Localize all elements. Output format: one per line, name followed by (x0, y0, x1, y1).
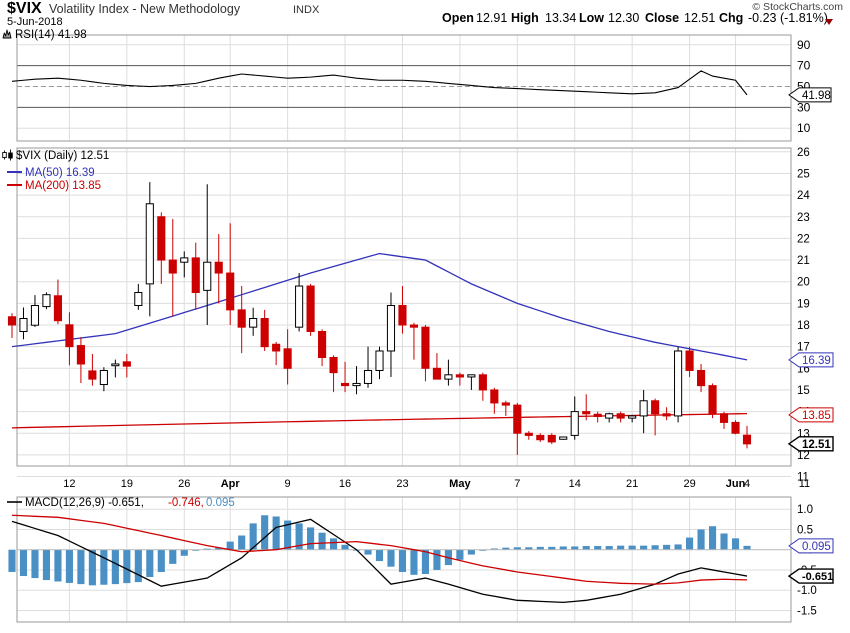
svg-text:41.98: 41.98 (802, 90, 831, 102)
svg-text:MA(200) 13.85: MA(200) 13.85 (25, 180, 101, 192)
svg-text:14: 14 (569, 478, 581, 490)
svg-text:-0.23 (-1.81%): -0.23 (-1.81%) (748, 11, 828, 25)
svg-text:0.095: 0.095 (206, 497, 235, 509)
svg-text:70: 70 (797, 59, 811, 73)
svg-text:Open: Open (442, 11, 474, 25)
svg-text:0.095: 0.095 (802, 541, 831, 553)
svg-text:23: 23 (396, 478, 408, 490)
svg-text:Volatility Index - New Methodo: Volatility Index - New Methodology (49, 2, 241, 16)
svg-text:22: 22 (797, 233, 810, 245)
svg-text:13.34: 13.34 (545, 11, 576, 25)
svg-text:12: 12 (63, 478, 75, 490)
svg-text:29: 29 (683, 478, 695, 490)
svg-text:4: 4 (744, 478, 750, 490)
svg-text:26: 26 (178, 478, 190, 490)
svg-text:High: High (511, 11, 539, 25)
svg-text:26: 26 (797, 147, 810, 159)
svg-text:21: 21 (797, 255, 810, 267)
svg-text:11: 11 (799, 478, 810, 490)
svg-text:17: 17 (797, 342, 810, 354)
svg-text:© StockCharts.com: © StockCharts.com (752, 1, 843, 13)
svg-text:20: 20 (797, 277, 810, 289)
svg-text:-0.651: -0.651 (802, 571, 833, 583)
svg-text:1.0: 1.0 (797, 504, 813, 516)
svg-text:16.39: 16.39 (802, 355, 831, 367)
svg-text:Chg: Chg (719, 11, 743, 25)
svg-text:$VIX: $VIX (7, 0, 42, 17)
svg-text:10: 10 (797, 121, 811, 135)
svg-text:13.85: 13.85 (802, 410, 831, 422)
svg-text:12.30: 12.30 (608, 11, 639, 25)
svg-text:INDX: INDX (293, 4, 320, 16)
svg-text:18: 18 (797, 320, 810, 332)
svg-text:19: 19 (797, 298, 810, 310)
svg-text:15: 15 (797, 385, 810, 397)
svg-text:May: May (449, 478, 471, 490)
svg-text:30: 30 (797, 100, 811, 114)
svg-text:7: 7 (514, 478, 520, 490)
svg-text:-0.746,: -0.746, (168, 497, 204, 509)
svg-text:23: 23 (797, 212, 810, 224)
svg-text:25: 25 (797, 168, 810, 180)
svg-text:12.51: 12.51 (684, 11, 715, 25)
svg-text:Low: Low (579, 11, 604, 25)
svg-text:MACD(12,26,9) -0.651,: MACD(12,26,9) -0.651, (25, 497, 144, 509)
svg-text:5-Jun-2018: 5-Jun-2018 (7, 16, 63, 28)
svg-text:9: 9 (285, 478, 291, 490)
svg-text:-1.0: -1.0 (797, 585, 817, 597)
svg-text:Close: Close (645, 11, 679, 25)
svg-text:0.5: 0.5 (797, 524, 813, 536)
svg-text:MA(50) 16.39: MA(50) 16.39 (25, 167, 95, 179)
svg-text:Jun: Jun (726, 478, 746, 490)
svg-text:90: 90 (797, 38, 811, 52)
svg-text:21: 21 (626, 478, 638, 490)
svg-text:12.91: 12.91 (476, 11, 507, 25)
svg-text:Apr: Apr (221, 478, 241, 490)
svg-text:12: 12 (797, 450, 810, 462)
svg-text:16: 16 (339, 478, 351, 490)
svg-text:-1.5: -1.5 (797, 605, 817, 617)
svg-text:12.51: 12.51 (802, 439, 831, 451)
svg-text:19: 19 (121, 478, 133, 490)
svg-text:24: 24 (797, 190, 810, 202)
svg-text:RSI(14) 41.98: RSI(14) 41.98 (15, 29, 87, 41)
svg-text:$VIX (Daily) 12.51: $VIX (Daily) 12.51 (16, 150, 109, 162)
